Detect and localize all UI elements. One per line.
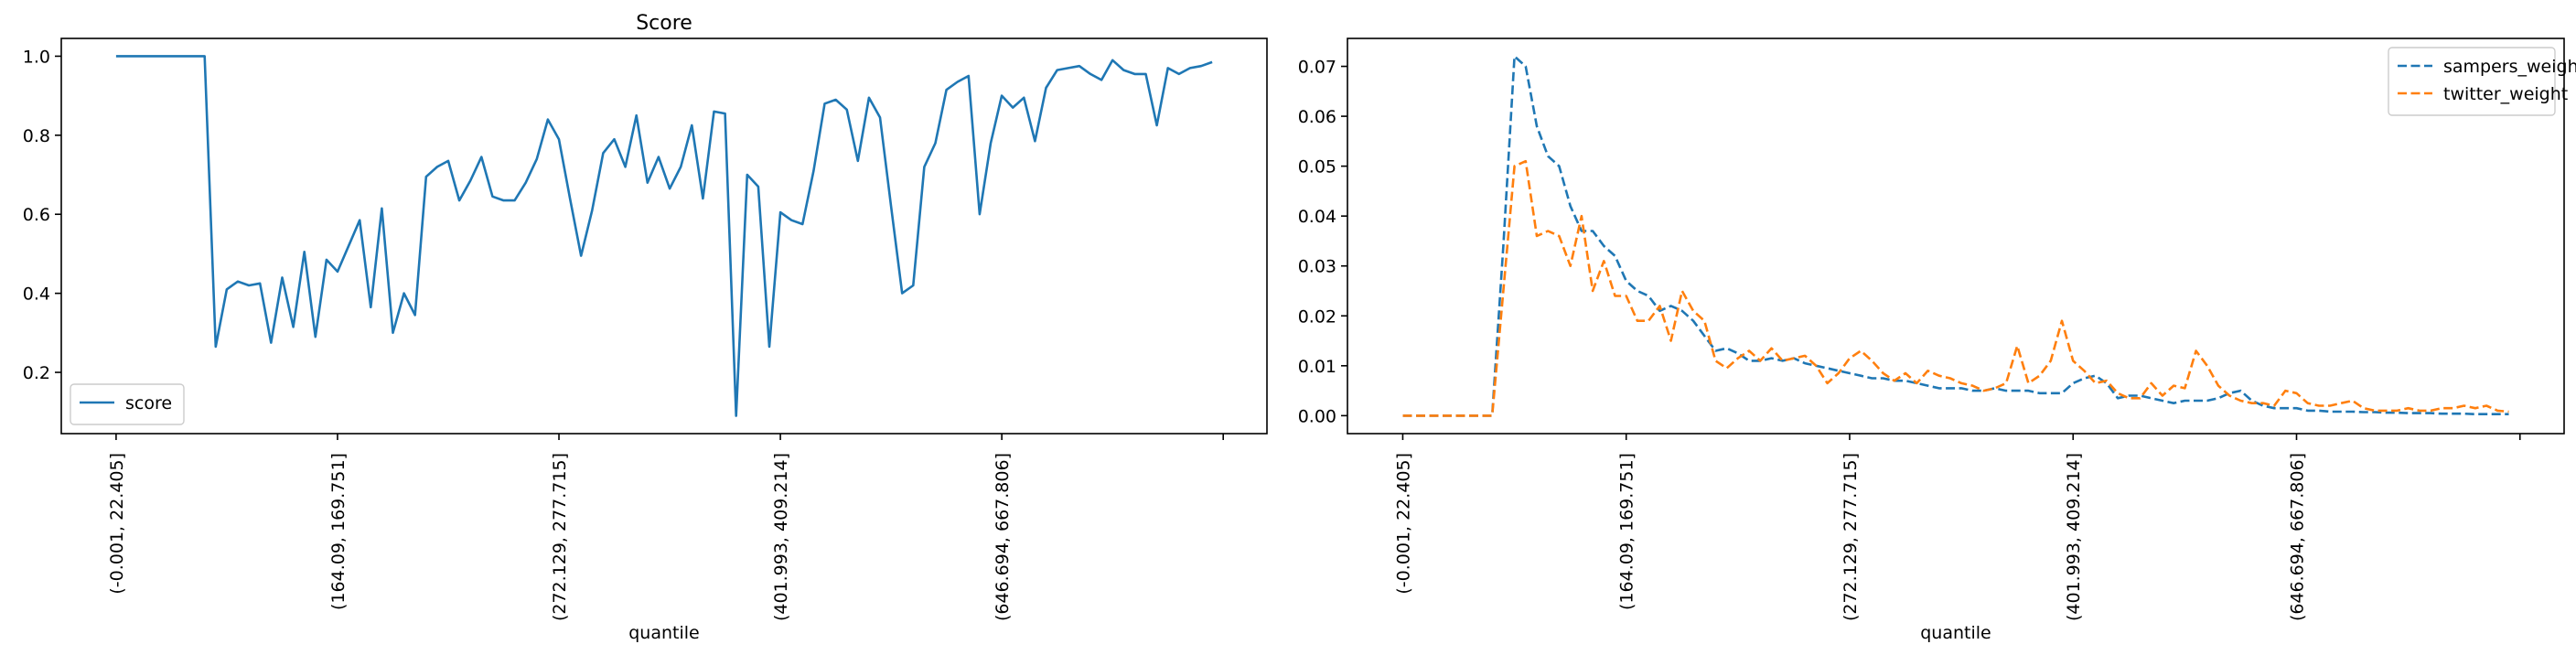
x-tick-label: (272.129, 277.715] (550, 453, 570, 621)
legend-box (2388, 47, 2556, 116)
x-tick-label: (646.694, 667.806] (993, 453, 1013, 621)
chart-title: Score (636, 12, 692, 35)
y-tick-label: 0.6 (23, 205, 50, 225)
chart-2: 0.00 0.01 0.02 0.03 0.04 0.05 0.06 0.07 (-0.001,… (1298, 38, 2576, 643)
y-tick-label: 0.02 (1298, 306, 1336, 327)
legend-label: score (125, 393, 172, 413)
legend: sampers_weight twitter_weight (2388, 47, 2576, 116)
legend-label: sampers_weight (2443, 57, 2576, 77)
legend: score (70, 383, 185, 425)
y-tick-label: 0.06 (1298, 107, 1336, 127)
plot-frame (1347, 38, 2565, 435)
y-tick-label: 0.2 (23, 363, 50, 383)
chart-1: Score 0.2 0.4 0.6 0.8 1.0 (-0.001, 22.405] (164… (23, 12, 1268, 643)
x-tick-label: (-0.001, 22.405] (107, 453, 127, 595)
plot-frame (60, 38, 1268, 435)
y-tick-label: 0.05 (1298, 157, 1336, 177)
x-tick-label: (401.993, 409.214] (771, 453, 791, 621)
y-tick-label: 0.4 (23, 285, 50, 305)
x-axis-label: quantile (1920, 623, 1991, 643)
y-tick-label: 0.04 (1298, 207, 1336, 227)
y-tick-label: 0.07 (1298, 58, 1336, 78)
series-line-score (115, 55, 1213, 417)
y-tick-label: 0.00 (1298, 406, 1336, 426)
series-line-twitter_weight (1402, 159, 2509, 417)
x-tick-label: (401.993, 409.214] (2064, 453, 2084, 621)
y-tick-label: 0.01 (1298, 357, 1336, 377)
legend-box (70, 383, 185, 425)
y-tick-label: 1.0 (23, 47, 50, 67)
x-tick-label: (164.09, 169.751] (1617, 453, 1637, 610)
y-tick-label: 0.8 (23, 126, 50, 146)
x-tick-label: (646.694, 667.806] (2287, 453, 2307, 621)
x-axis-label: quantile (628, 623, 699, 643)
x-tick-label: (-0.001, 22.405] (1393, 453, 1413, 595)
legend-label: twitter_weight (2443, 84, 2568, 104)
x-tick-label: (164.09, 169.751] (328, 453, 349, 610)
y-tick-label: 0.03 (1298, 257, 1336, 277)
x-tick-label: (272.129, 277.715] (1841, 453, 1861, 621)
series-line-sampers_weight (1402, 55, 2509, 417)
